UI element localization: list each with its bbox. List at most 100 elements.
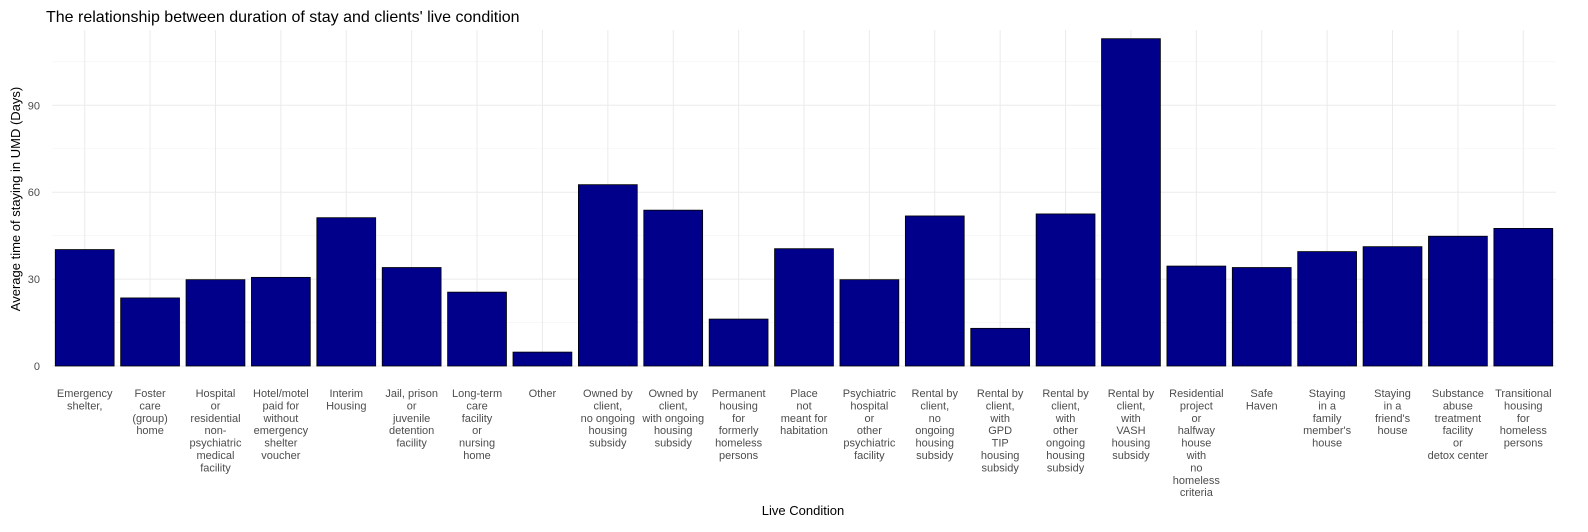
x-tick-label-line: (group)	[132, 413, 167, 425]
x-tick-label-line: Haven	[1246, 400, 1278, 412]
x-tick-label: Emergency shelter,	[57, 388, 113, 412]
x-tick-label-line: Foster	[134, 388, 166, 400]
bar	[251, 276, 311, 367]
x-tick-label-line: paid for	[263, 400, 300, 412]
x-tick-label-line: other	[1053, 425, 1078, 437]
y-tick-label: 90	[28, 100, 40, 112]
x-tick-label-line: housing	[981, 450, 1020, 462]
x-tick-label-line: in a	[1384, 400, 1403, 412]
x-tick-label-line: emergency	[254, 425, 309, 437]
x-tick-label: Long-term care facility or nursing home	[452, 388, 502, 462]
x-tick-label-line: subsidy	[916, 450, 954, 462]
x-tick-label-line: Staying	[1374, 388, 1411, 400]
x-tick-label-line: house	[1181, 438, 1211, 450]
x-tick-label-line: no ongoing	[581, 413, 635, 425]
x-tick-label-line: client,	[986, 400, 1015, 412]
x-tick-label-line: Substance	[1432, 388, 1484, 400]
x-tick-label: Staying in a family member's house	[1303, 388, 1351, 450]
x-tick-label-line: Rental by	[1042, 388, 1089, 400]
x-tick-label-line: housing	[654, 425, 693, 437]
x-tick-label-line: other	[857, 425, 882, 437]
bar	[1428, 235, 1488, 367]
x-tick-label-line: VASH	[1116, 425, 1145, 437]
bar	[1101, 38, 1161, 367]
x-tick-label-line: nursing	[459, 438, 495, 450]
y-tick-label: 60	[28, 187, 40, 199]
x-tick-label-line: non-	[204, 425, 226, 437]
y-axis-title: Average time of staying in UMD (Days)	[8, 87, 23, 311]
x-tick-label-line: Interim	[329, 388, 363, 400]
x-tick-label-line: client,	[920, 400, 949, 412]
bar	[381, 267, 442, 367]
x-tick-label-line: client,	[659, 400, 688, 412]
x-tick-label-line: care	[139, 400, 160, 412]
bar	[1362, 246, 1423, 367]
x-tick-label-line: criteria	[1180, 487, 1214, 499]
bar	[643, 209, 704, 367]
x-tick-label-line: homeless	[715, 438, 763, 450]
x-tick-label-line: facility	[854, 450, 885, 462]
x-tick-label-line: or	[407, 400, 417, 412]
x-tick-label: Rental by client, with VASH housing subsidy	[1108, 388, 1155, 462]
x-tick-label: Transitional housing for homeless persons	[1495, 388, 1551, 450]
x-tick-label-line: GPD	[988, 425, 1012, 437]
x-tick-label-line: or	[211, 400, 221, 412]
x-tick-label-line: psychiatric	[843, 438, 895, 450]
x-tick-label-line: psychiatric	[189, 438, 241, 450]
x-tick-label-line: Rental by	[1108, 388, 1155, 400]
x-tick-label-line: Safe	[1250, 388, 1273, 400]
x-tick-label-line: juvenile	[392, 413, 430, 425]
x-tick-label-line: treatment	[1435, 413, 1481, 425]
x-tick-label: Hospital or residential non-psychiatric medi…	[189, 388, 241, 474]
x-tick-label-line: housing	[589, 425, 628, 437]
x-tick-label-line: subsidy	[589, 438, 627, 450]
y-tick-label: 0	[34, 361, 40, 373]
x-tick-label-line: Place	[790, 388, 818, 400]
x-tick-label: Substance abuse treatment facility or detox c…	[1428, 388, 1489, 462]
x-tick-label: Staying in a friend's house	[1374, 388, 1411, 437]
x-tick-label-line: subsidy	[1112, 450, 1150, 462]
x-tick-label-line: Long-term	[452, 388, 502, 400]
x-tick-label-line: no	[929, 413, 941, 425]
bar	[1297, 251, 1357, 367]
x-tick-label-line: with	[1120, 413, 1141, 425]
x-tick-label-line: without	[262, 413, 298, 425]
x-tick-label-line: subsidy	[1047, 462, 1085, 474]
x-tick-label-line: detention	[389, 425, 434, 437]
x-tick-label-line: housing	[1504, 400, 1543, 412]
bar	[1035, 213, 1096, 367]
x-tick-label-line: shelter	[264, 438, 297, 450]
x-tick-label-line: shelter,	[67, 400, 102, 412]
x-tick-label-line: house	[1378, 425, 1408, 437]
bar	[970, 327, 1030, 367]
x-tick-label-line: Emergency	[57, 388, 113, 400]
x-tick-label-line: housing	[719, 400, 758, 412]
x-tick-label-line: ongoing	[915, 425, 954, 437]
x-tick-label-line: detox center	[1428, 450, 1489, 462]
x-tick-label-line: or	[472, 425, 482, 437]
x-axis-title: Live Condition	[762, 503, 844, 518]
x-tick-label-line: house	[1312, 438, 1342, 450]
bar	[120, 297, 180, 367]
x-tick-label: Residential project or halfway house with no ho…	[1169, 388, 1223, 499]
y-axis-ticks: 0 30 60 90	[28, 100, 40, 373]
x-tick-label-line: with	[1055, 413, 1076, 425]
bar	[185, 279, 246, 367]
y-tick-label: 30	[28, 274, 40, 286]
x-tick-label-line: care	[466, 400, 487, 412]
bar	[839, 279, 900, 367]
x-tick-label-line: Rental by	[912, 388, 959, 400]
x-tick-label-line: homeless	[1500, 425, 1548, 437]
x-tick-label: Rental by client, with other ongoing housing s…	[1042, 388, 1089, 474]
x-tick-label-line: subsidy	[982, 462, 1020, 474]
x-tick-label-line: Owned by	[583, 388, 633, 400]
bar	[578, 184, 638, 367]
x-tick-label-line: housing	[1112, 438, 1151, 450]
bar	[512, 351, 573, 367]
x-axis-ticks: Emergency shelter,Foster care (group) homeHo…	[57, 388, 1552, 499]
x-tick-label-line: persons	[1504, 438, 1544, 450]
x-tick-label-line: home	[463, 450, 491, 462]
x-tick-label: Rental by client, no ongoing housing subsidy	[912, 388, 959, 462]
x-tick-label-line: ongoing	[1046, 438, 1085, 450]
x-tick-label-line: Staying	[1309, 388, 1346, 400]
